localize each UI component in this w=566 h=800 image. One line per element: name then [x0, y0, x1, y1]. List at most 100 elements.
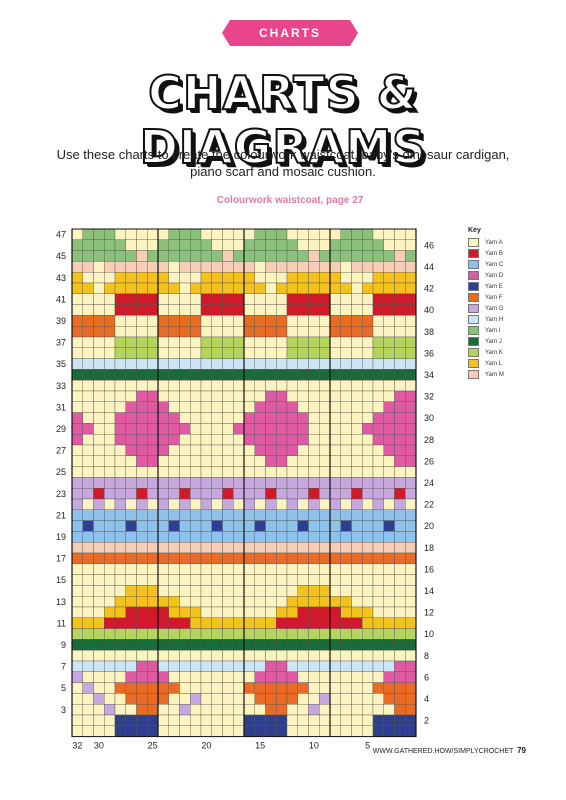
key-swatch [468, 238, 479, 247]
chart-cell [168, 358, 180, 370]
chart-cell [405, 239, 417, 251]
chart-cell [147, 326, 159, 338]
chart-cell [372, 498, 384, 511]
chart-cell [351, 315, 363, 327]
chart-cell [211, 455, 223, 467]
chart-cell [93, 693, 105, 705]
chart-cell [222, 423, 234, 435]
chart-cell [71, 261, 83, 273]
chart-cell [82, 326, 94, 338]
chart-cell [157, 671, 169, 683]
chart-cell [222, 596, 234, 608]
chart-cell [179, 671, 191, 683]
chart-cell [136, 563, 148, 575]
chart-cell [179, 250, 191, 262]
chart-cell [329, 585, 341, 597]
chart-cell [243, 477, 255, 489]
chart-cell [383, 261, 395, 273]
chart-cell [82, 466, 94, 478]
chart-cell [168, 423, 180, 435]
chart-cell [200, 650, 212, 662]
chart-cell [394, 520, 406, 532]
chart-cell [157, 239, 169, 251]
chart-cell [168, 455, 180, 467]
chart-cell [265, 628, 277, 640]
chart-cell [405, 660, 417, 673]
chart-cell [233, 552, 245, 565]
chart-cell [340, 401, 352, 413]
chart-cell [254, 574, 266, 586]
chart-cell [383, 444, 395, 457]
chart-cell [340, 520, 352, 532]
chart-cell [372, 401, 384, 413]
chart-cell [362, 293, 374, 305]
key-swatch [468, 249, 479, 258]
chart-cell [372, 390, 384, 403]
chart-cell [211, 498, 223, 511]
chart-cell [276, 693, 288, 705]
chart-cell [254, 390, 266, 403]
chart-cell [114, 693, 126, 705]
chart-cell [211, 671, 223, 683]
chart-cell [340, 693, 352, 705]
chart-cell [329, 671, 341, 683]
chart-cell [200, 477, 212, 489]
chart-cell [276, 228, 288, 241]
chart-cell [405, 250, 417, 262]
row-label-left: 11 [57, 618, 66, 628]
chart-cell [351, 531, 363, 543]
chart-cell [372, 380, 384, 392]
chart-cell [340, 347, 352, 359]
chart-cell [114, 434, 126, 446]
chart-cell [147, 520, 159, 532]
chart-cell [114, 574, 126, 586]
chart-cell [136, 650, 148, 662]
chart-cell [136, 542, 148, 554]
chart-cell [157, 369, 169, 381]
chart-cell [329, 488, 341, 500]
chart-cell [308, 704, 320, 716]
chart-cell [372, 369, 384, 381]
chart-cell [372, 682, 384, 694]
chart-cell [114, 531, 126, 543]
chart-cell [114, 628, 126, 640]
chart-cell [297, 304, 309, 316]
chart-cell [329, 358, 341, 370]
chart-cell [383, 293, 395, 305]
chart-cell [222, 358, 234, 370]
chart-cell [405, 466, 417, 478]
chart-cell [254, 250, 266, 262]
chart-cell [104, 596, 116, 608]
chart-cell [71, 250, 83, 262]
chart-cell [157, 293, 169, 305]
chart-cell [222, 347, 234, 359]
key-item: Yarn J [468, 336, 504, 347]
chart-cell [233, 509, 245, 521]
chart-cell [104, 423, 116, 435]
chart-cell [308, 693, 320, 705]
chart-cell [254, 282, 266, 295]
chart-cell [125, 574, 137, 586]
key-title: Key [468, 227, 481, 234]
chart-cell [200, 617, 212, 629]
chart-cell [147, 704, 159, 716]
chart-cell [179, 606, 191, 619]
chart-cell [157, 606, 169, 619]
chart-cell [340, 596, 352, 608]
chart-cell [190, 563, 202, 575]
chart-cell [233, 596, 245, 608]
chart-cell [394, 444, 406, 457]
chart-cell [71, 380, 83, 392]
row-label-right: 14 [424, 586, 434, 596]
chart-cell [125, 380, 137, 392]
chart-cell [179, 466, 191, 478]
chart-cell [340, 714, 352, 727]
column-label: 25 [148, 741, 158, 751]
chart-cell [136, 390, 148, 403]
chart-cell [383, 336, 395, 349]
key-label: Yarn E [485, 283, 503, 290]
chart-cell [211, 293, 223, 305]
chart-cell [372, 563, 384, 575]
chart-cell [114, 542, 126, 554]
chart-cell [179, 714, 191, 727]
